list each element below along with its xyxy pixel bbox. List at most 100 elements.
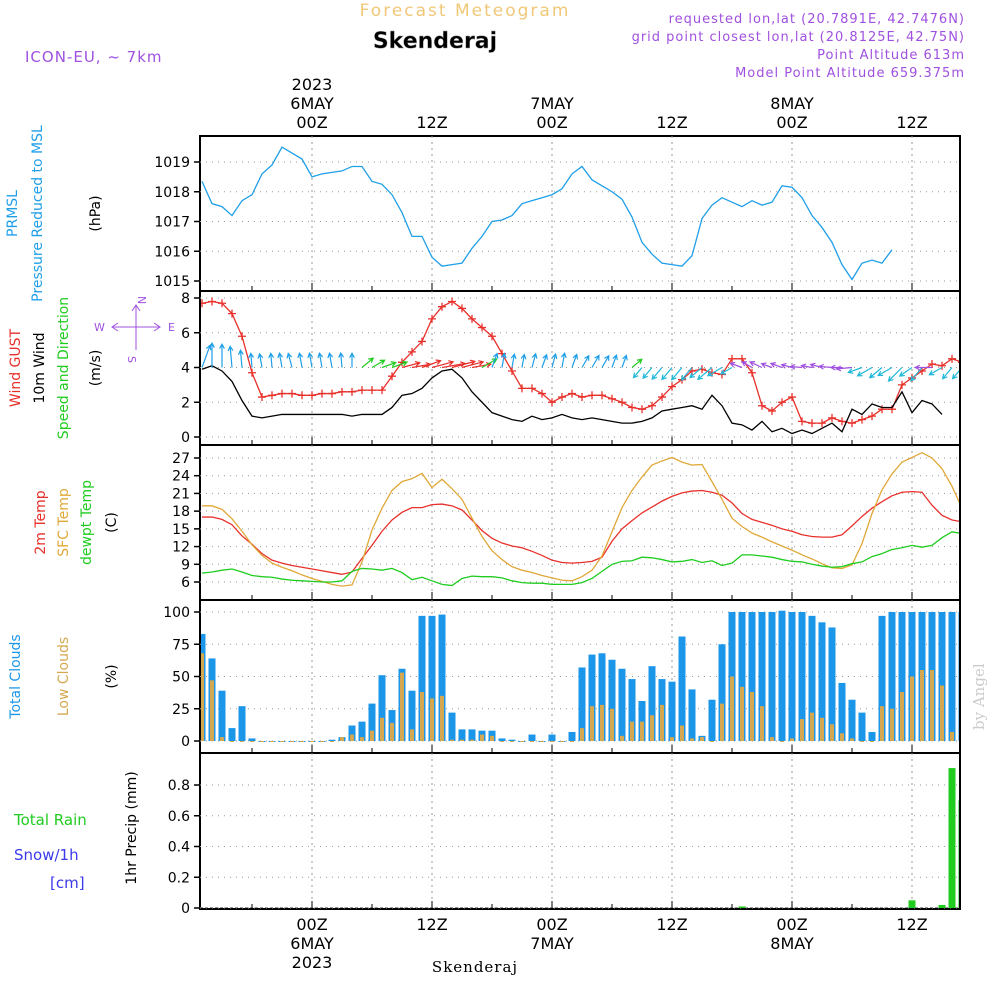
y-tick-label: 0.6 — [168, 809, 190, 825]
total-cloud-bar — [618, 668, 626, 741]
total-cloud-bar — [758, 612, 766, 741]
total-cloud-bar — [688, 689, 696, 741]
wind-arrow — [982, 368, 991, 379]
low-cloud-bar — [450, 739, 454, 741]
low-cloud-bar — [730, 676, 734, 741]
wind-arrow — [661, 367, 673, 381]
panel-label-line: Low Clouds — [56, 637, 72, 716]
wind-arrow — [219, 342, 225, 368]
gust-markers — [201, 297, 959, 428]
low-cloud-bar — [840, 733, 844, 741]
y-tick-label: 0 — [181, 430, 190, 446]
footer-location: Skenderaj — [432, 958, 518, 976]
total-cloud-bar — [878, 615, 886, 741]
total-cloud-bar — [818, 622, 826, 741]
time-axis-label: 00Z — [776, 915, 807, 934]
gust-marker — [898, 380, 906, 389]
total-cloud-bar — [638, 701, 646, 741]
panel-label-line: 2m Temp — [33, 490, 49, 554]
time-axis-label: 12Z — [656, 113, 687, 132]
total-cloud-bar — [408, 690, 416, 741]
wind-arrow — [209, 341, 215, 368]
gust-marker — [788, 393, 796, 402]
total-cloud-bar — [548, 734, 556, 741]
total-cloud-bar — [718, 644, 726, 741]
low-cloud-bar — [740, 686, 744, 741]
series-line-2m-temp — [202, 489, 959, 575]
time-axis-label: 00Z — [536, 915, 567, 934]
wind-arrow — [741, 361, 753, 369]
time-axis-label: 12Z — [896, 113, 927, 132]
panel-label-line: (hPa) — [88, 195, 104, 231]
gust-marker — [358, 386, 366, 395]
compass-w: W — [94, 321, 105, 334]
series-line-wind-gust — [201, 300, 959, 424]
low-cloud-bar — [700, 737, 704, 741]
time-axis-label: 2023 — [292, 953, 333, 972]
total-cloud-bar — [948, 612, 956, 741]
wind-arrow — [510, 352, 517, 368]
wind-arrow — [520, 353, 527, 368]
grid-point-coords: grid point closest lon,lat (20.8125E, 42… — [632, 30, 965, 45]
wind-arrow — [349, 352, 355, 368]
low-cloud-bar — [780, 741, 784, 742]
low-cloud-bar — [810, 712, 814, 741]
y-tick-label: 6 — [181, 575, 190, 591]
total-cloud-bar — [568, 731, 576, 741]
total-cloud-bar — [868, 731, 876, 741]
gust-marker — [848, 419, 856, 428]
y-tick-label: 21 — [172, 486, 190, 502]
gust-marker — [448, 297, 456, 306]
low-cloud-bar — [640, 721, 644, 741]
panel-label-line: Speed and Direction — [56, 297, 72, 439]
low-cloud-bar — [480, 734, 484, 741]
low-cloud-bar — [220, 737, 224, 741]
low-cloud-bar — [550, 741, 554, 742]
point-altitude: Point Altitude 613m — [817, 48, 965, 63]
time-axis-label: 12Z — [416, 915, 447, 934]
wind-arrow — [748, 361, 763, 369]
gust-marker — [328, 389, 336, 398]
low-cloud-bar — [330, 741, 334, 742]
total-cloud-bar — [368, 703, 376, 741]
panel-label-line: 10m Wind — [32, 332, 48, 403]
low-cloud-bar — [650, 715, 654, 741]
gust-marker — [438, 302, 446, 311]
total-cloud-bar — [668, 681, 676, 741]
total-cloud-bar — [328, 739, 336, 741]
wind-arrow — [581, 354, 590, 368]
wind-arrow — [689, 367, 703, 379]
wind-arrow — [461, 360, 485, 369]
wind-arrow — [361, 357, 375, 368]
y-tick-label: 0 — [181, 901, 190, 917]
wind-arrow — [571, 353, 579, 368]
total-cloud-bar — [768, 612, 776, 741]
wind-arrow — [856, 366, 873, 377]
panel-label-line: Snow/1h — [14, 846, 79, 864]
model-label: ICON-EU, ~ 7km — [25, 48, 163, 66]
total-cloud-bar — [708, 699, 716, 741]
total-cloud-bar — [358, 721, 366, 741]
total-cloud-bar — [798, 612, 806, 741]
panel-label-line: SFC Temp — [56, 488, 72, 557]
time-axis-label: 7MAY — [530, 934, 574, 953]
y-tick-label: 0.4 — [168, 840, 190, 856]
low-cloud-bar — [800, 719, 804, 741]
precip-bar — [738, 906, 746, 908]
low-cloud-bar — [900, 691, 904, 741]
gust-marker — [638, 405, 646, 414]
low-cloud-bar — [440, 695, 444, 741]
wind-arrow — [391, 360, 409, 369]
wind-arrow — [268, 352, 275, 368]
time-axis-label: 12Z — [896, 915, 927, 934]
low-cloud-bar — [390, 722, 394, 741]
gust-marker — [218, 299, 226, 308]
y-tick-label: 4 — [181, 361, 190, 377]
y-ticks: 0 0.2 0.4 0.6 0.8 — [168, 778, 200, 917]
wind-arrow — [951, 370, 959, 380]
gust-marker — [338, 387, 346, 396]
panel-label-line: (m/s) — [88, 350, 104, 387]
low-cloud-bar — [570, 741, 574, 742]
gust-marker — [558, 393, 566, 402]
